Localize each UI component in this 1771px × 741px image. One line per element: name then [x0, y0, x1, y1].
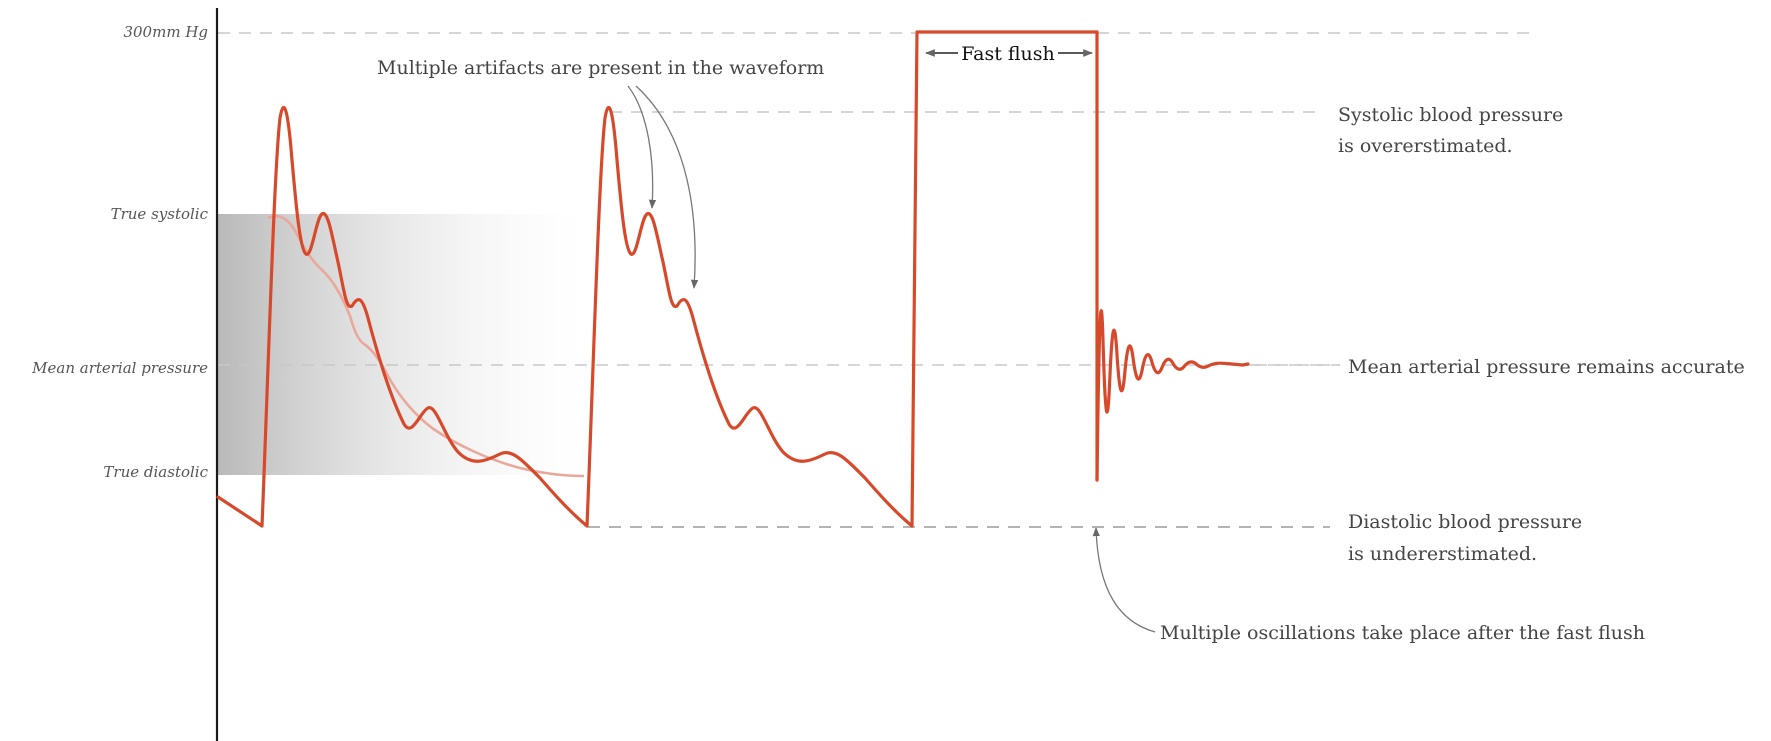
- fast-flush-label: Fast flush: [961, 43, 1055, 65]
- true-pressure-range-shading: [218, 214, 586, 475]
- oscillation-trace: [1095, 308, 1250, 482]
- max-pressure-label: 300mm Hg: [123, 23, 208, 41]
- true-systolic-label: True systolic: [111, 205, 209, 223]
- mean-arterial-label: Mean arterial pressure: [31, 359, 208, 377]
- true-diastolic-label: True diastolic: [103, 463, 208, 481]
- artifact-pointer-2: [635, 85, 699, 289]
- artifacts-annotation: Multiple artifacts are present in the wa…: [377, 57, 824, 79]
- oscillation-pointer: [1092, 527, 1156, 633]
- oscillations-annotation: Multiple oscillations take place after t…: [1160, 622, 1645, 644]
- diastolic-underestimated-line2: is undererstimated.: [1348, 543, 1537, 565]
- systolic-overestimated-line1: Systolic blood pressure: [1338, 104, 1563, 126]
- waveform-trace: [216, 30, 1099, 528]
- systolic-overestimated-line2: is overerstimated.: [1338, 135, 1513, 157]
- artifact-pointer-1: [627, 85, 657, 209]
- map-accurate-label: Mean arterial pressure remains accurate: [1348, 356, 1745, 378]
- diastolic-underestimated-line1: Diastolic blood pressure: [1348, 511, 1582, 533]
- true-waveform-trace: [267, 214, 585, 478]
